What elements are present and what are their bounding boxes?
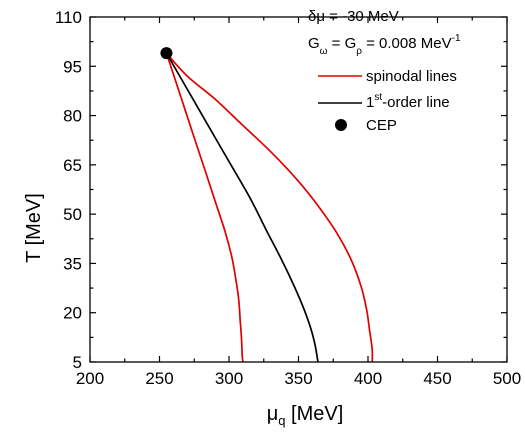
- legend-first-order-main: 1: [366, 94, 374, 111]
- coupling-sub-rho: ρ: [356, 46, 362, 57]
- cep-point: [160, 47, 173, 60]
- y-tick-label: 5: [73, 353, 82, 372]
- coupling-eq2: = 0.008 MeV: [362, 35, 452, 52]
- legend: spinodal lines 1st-order line CEP: [318, 68, 457, 134]
- x-tick-label: 400: [354, 369, 382, 388]
- y-tick-label: 20: [63, 304, 82, 323]
- first-order-line-curve: [165, 52, 319, 363]
- y-tick-label: 95: [63, 57, 82, 76]
- spinodal-lower-curve: [165, 52, 244, 363]
- y-axis-title: T [MeV]: [23, 193, 45, 263]
- spinodal-upper-curve: [165, 52, 374, 363]
- annotation-coupling: Gω = Gρ = 0.008 MeV-1: [308, 33, 461, 57]
- coupling-eq1: = G: [327, 35, 356, 52]
- x-axis-title: μq [MeV]: [267, 403, 344, 428]
- annotation-delta-mu: δμ = -30 MeV: [308, 8, 399, 25]
- coupling-sub-omega: ω: [320, 46, 328, 57]
- y-tick-label: 65: [63, 156, 82, 175]
- x-tick-label: 450: [423, 369, 451, 388]
- legend-label-first-order: 1st-order line: [366, 92, 450, 111]
- x-tick-label: 500: [493, 369, 521, 388]
- legend-label-cep: CEP: [366, 117, 397, 134]
- x-tick-label: 250: [145, 369, 173, 388]
- coupling-sup: -1: [452, 33, 461, 44]
- x-axis-title-unit: [MeV]: [285, 403, 343, 425]
- x-axis-title-main: μ: [267, 403, 279, 425]
- legend-label-spinodal: spinodal lines: [366, 68, 457, 85]
- coupling-g: G: [308, 35, 320, 52]
- y-tick-label: 110: [55, 8, 82, 27]
- x-tick-label: 350: [284, 369, 312, 388]
- x-tick-label: 300: [215, 369, 243, 388]
- y-tick-labels: 5 20 35 50 65 80 95 110: [55, 8, 82, 372]
- x-tick-labels: 200 250 300 350 400 450 500: [76, 369, 521, 388]
- legend-marker-cep: [335, 119, 347, 131]
- plot-frame: [89, 16, 508, 363]
- y-tick-label: 50: [63, 205, 82, 224]
- y-tick-label: 80: [63, 107, 82, 126]
- x-tick-label: 200: [76, 369, 104, 388]
- legend-first-order-rest: -order line: [382, 94, 450, 111]
- legend-first-order-sup: st: [374, 92, 382, 103]
- y-tick-label: 35: [63, 254, 82, 273]
- x-axis-title-sub: q: [278, 413, 285, 428]
- curves: [160, 47, 374, 363]
